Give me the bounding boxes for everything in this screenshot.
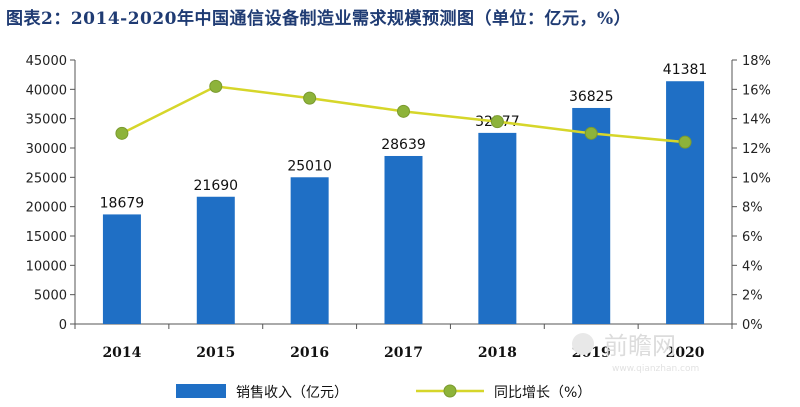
watermark-logo-icon [572,333,594,355]
line-point [678,135,692,149]
y2-tick-label: 4% [742,259,763,274]
bar [102,214,141,324]
y-tick-label: 30000 [26,142,67,157]
bar-data-label: 28639 [381,137,426,153]
line-point [584,126,598,140]
y2-tick-label: 2% [742,289,763,304]
y2-tick-label: 10% [742,171,771,186]
line-point [490,115,504,129]
x-tick-label: 2014 [102,345,141,361]
y-tick-label: 25000 [26,171,67,186]
legend: 销售收入（亿元） 同比增长（%） [176,384,591,401]
line-point [303,91,317,105]
bar-series [102,81,705,325]
y2-tick-label: 18% [742,54,771,69]
bar [290,177,329,324]
bar-data-label: 41381 [663,62,708,78]
axes: 0 5000 10000 15000 20000 25000 30000 35000 40000… [26,54,771,361]
x-tick-label: 2016 [290,345,329,361]
y-tick-label: 20000 [26,201,67,216]
x-tick-label: 2020 [666,345,705,361]
watermark-url: www.qianzhan.com [612,364,699,374]
legend-label-bar: 销售收入（亿元） [236,385,348,401]
bar [384,155,423,324]
y-tick-label: 15000 [26,230,67,245]
line-point [115,126,129,140]
bar [666,81,705,324]
y2-tick-label: 14% [742,113,771,128]
bar-data-labels: 18679216902501028639325773682541381 [100,62,708,211]
bar [196,196,235,324]
bar-data-label: 18679 [100,195,145,211]
y-tick-label: 10000 [26,259,67,274]
watermark: 前瞻网 www.qianzhan.com [572,332,699,374]
x-tick-label: 2018 [478,345,517,361]
y2-tick-label: 6% [742,230,763,245]
x-tick-label: 2015 [196,345,235,361]
y2-tick-label: 0% [742,318,763,333]
line-series [115,79,692,149]
bar-data-label: 25010 [287,158,332,174]
y2-tick-label: 12% [742,142,771,157]
bar [572,107,611,325]
y-tick-label: 40000 [26,83,67,98]
bar-data-label: 21690 [194,178,239,194]
bar [478,132,517,324]
watermark-name: 前瞻网 [604,332,676,360]
y-tick-label: 45000 [26,54,67,69]
y2-tick-label: 16% [742,83,771,98]
y2-tick-label: 8% [742,201,763,216]
chart-title: 图表2：2014-2020年中国通信设备制造业需求规模预测图（单位：亿元，%） [6,9,632,29]
legend-swatch-bar [176,384,226,398]
y-tick-label: 5000 [34,289,67,304]
bar-data-label: 36825 [569,89,614,105]
y-tick-label: 0 [59,318,67,333]
y-tick-label: 35000 [26,113,67,128]
legend-label-line: 同比增长（%） [494,385,591,401]
line-point [209,79,223,93]
legend-swatch-marker [443,384,457,398]
line-point [397,104,410,118]
x-tick-label: 2017 [384,345,423,361]
